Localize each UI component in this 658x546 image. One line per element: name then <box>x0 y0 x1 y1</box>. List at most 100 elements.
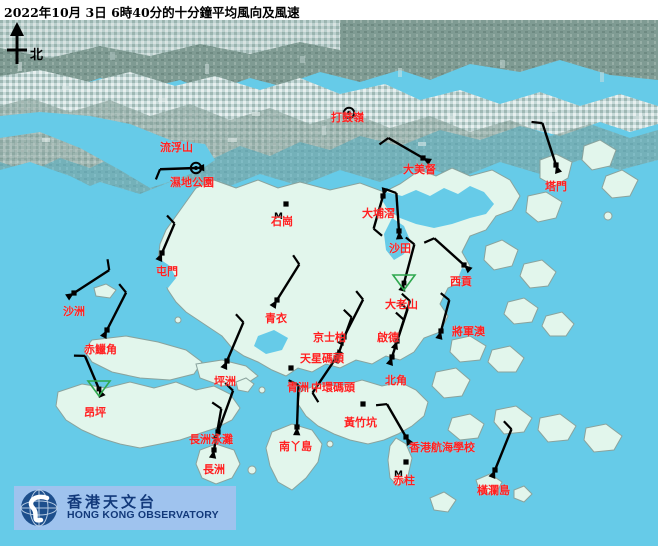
barb-shaft <box>402 244 416 284</box>
station-dot-icon <box>294 424 300 430</box>
station-label: 屯門 <box>156 265 178 278</box>
barb-flag <box>405 236 416 246</box>
barb-arrowhead <box>293 427 301 436</box>
barb-shaft <box>395 193 401 232</box>
wind-station-tuen-mun <box>155 214 176 262</box>
barb-flag <box>531 120 543 125</box>
station-dot-icon <box>274 297 280 303</box>
barb-shaft <box>212 408 223 451</box>
station-dot-icon <box>360 401 366 407</box>
station-label: 塔門 <box>545 180 567 193</box>
barb-shaft <box>295 384 300 428</box>
barb-shaft <box>336 317 353 356</box>
barb-flag <box>375 402 388 407</box>
highland-triangle-icon <box>391 274 417 292</box>
station-label: 大埔滘 <box>362 207 395 220</box>
station-label: 流浮山 <box>160 141 193 154</box>
station-label: 沙田 <box>389 242 411 255</box>
station-label: 長洲 <box>203 463 225 476</box>
barb-flag <box>503 420 513 430</box>
station-dot-icon <box>438 328 444 334</box>
station-dot-icon <box>211 447 217 453</box>
station-dot-icon <box>403 459 409 465</box>
station-label: 橫瀾島 <box>477 484 510 497</box>
station-label: 石崗 <box>271 215 293 228</box>
station-dot-icon <box>389 354 395 360</box>
wind-station-sha-tin <box>385 188 404 240</box>
barb-shaft <box>216 390 235 433</box>
station-label: 昂坪 <box>84 406 106 419</box>
barb-shaft <box>311 357 337 394</box>
barb-shaft <box>385 403 408 438</box>
station-label: 西貢 <box>450 275 472 288</box>
wind-station-cheung-chau <box>208 401 223 459</box>
barb-flag <box>378 137 390 146</box>
station-dot-icon <box>288 365 294 371</box>
aws-m-marker: M <box>394 470 403 480</box>
highland-triangle-icon <box>86 380 112 398</box>
station-label: 大老山 <box>385 298 418 311</box>
station-label: 啟德 <box>377 331 399 344</box>
station-label: 將軍澳 <box>452 325 485 338</box>
map-geography <box>0 20 658 546</box>
wind-station-tap-mun <box>531 120 563 174</box>
station-dot-icon <box>401 280 407 286</box>
wind-station-ta-kwu-ling <box>342 106 356 120</box>
barb-flag <box>154 168 162 180</box>
station-dot-icon <box>96 386 102 392</box>
barb-flag <box>343 308 353 319</box>
barb-flag <box>288 379 299 387</box>
barb-flag <box>166 214 176 225</box>
station-label: 南丫島 <box>279 440 312 453</box>
wind-station-wong-chuk-hang <box>360 401 366 407</box>
wind-station-shek-kong <box>283 201 289 207</box>
station-label: 天星碼頭 <box>300 352 344 365</box>
station-label: 赤鱲角 <box>84 343 117 356</box>
station-label: 黃竹坑 <box>344 416 377 429</box>
barb-flag <box>440 292 450 301</box>
wind-station-tsing-yi <box>269 254 301 309</box>
barb-shaft <box>160 223 176 254</box>
station-dot-icon <box>71 290 77 296</box>
station-label: 香港航海學校 <box>409 441 475 454</box>
barb-flag <box>355 290 364 301</box>
wind-barb-layer <box>65 106 563 479</box>
station-dot-icon <box>420 155 426 161</box>
station-label: 青洲 <box>287 381 309 394</box>
station-label: 北角 <box>385 374 407 387</box>
wind-station-peng-chau <box>220 313 245 370</box>
barb-shaft <box>225 321 245 362</box>
barb-flag <box>118 283 127 294</box>
wind-station-chek-lap-kok <box>99 283 128 339</box>
hko-globe-icon <box>20 489 58 527</box>
station-label: 長洲泳灘 <box>189 433 233 446</box>
barb-flag <box>401 292 411 302</box>
wind-station-central-pier <box>311 349 344 403</box>
hko-logo: 香港天文台 HONG KONG OBSERVATORY <box>14 486 236 530</box>
wind-station-tseung-kwan-o <box>435 292 451 340</box>
aws-m-marker: M <box>274 212 283 222</box>
barb-flag <box>423 237 435 244</box>
wind-station-tai-mei-tuk <box>378 136 432 166</box>
station-dot-icon <box>380 193 386 199</box>
north-arrow-icon <box>7 22 27 64</box>
station-dot-icon <box>461 262 467 268</box>
barb-shaft <box>541 122 558 166</box>
station-label: 中環碼頭 <box>311 381 355 394</box>
station-dot-icon <box>333 355 339 361</box>
barb-flag <box>395 311 405 321</box>
barb-shaft <box>433 237 465 266</box>
station-label: 坪洲 <box>214 375 236 388</box>
station-label: 青衣 <box>265 312 287 325</box>
wind-station-waglan-island <box>488 420 513 479</box>
barb-flag <box>311 392 320 403</box>
station-dot-icon <box>396 228 402 234</box>
title-bar: 2022年10月 3日 6時40分的十分鐘平均風向及風速 <box>0 0 658 20</box>
page-title: 2022年10月 3日 6時40分的十分鐘平均風向及風速 <box>4 5 300 20</box>
barb-flag <box>398 301 409 311</box>
calm-circle-icon <box>189 161 203 175</box>
map-canvas: 北 打鼓嶺 流浮山 濕地公園 大美督 塔門 M 石崗 大埔滘 沙田 屯門 西貢 沙洲 大老山 青衣 赤鱲角京… <box>0 20 658 546</box>
barb-arrowhead <box>395 231 404 240</box>
barb-flag <box>372 227 383 237</box>
